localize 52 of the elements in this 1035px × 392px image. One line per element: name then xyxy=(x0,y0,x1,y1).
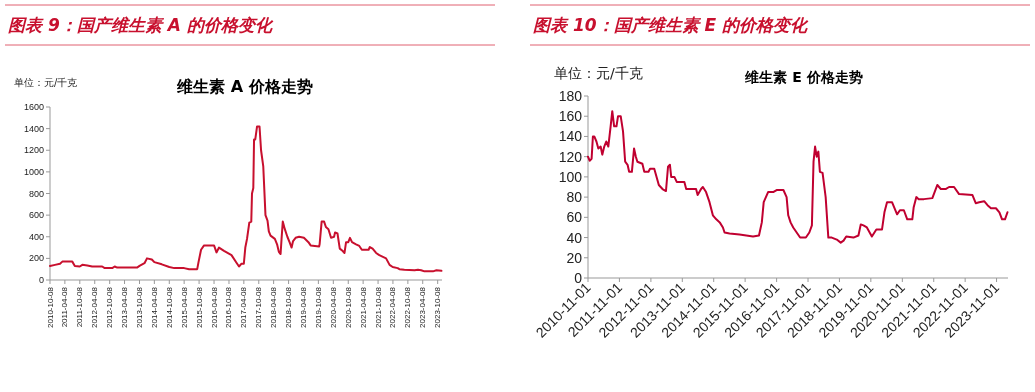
x-tick-label: 2019-04-08 xyxy=(298,286,308,328)
x-tick-label: 2020-04-08 xyxy=(328,286,338,328)
y-tick-label: 800 xyxy=(28,188,44,199)
y-tick-label: 1600 xyxy=(23,102,44,112)
x-tick-label: 2016-10-08 xyxy=(224,286,234,328)
y-axis-title: 单位：元/千克 xyxy=(554,65,643,81)
y-tick-label: 100 xyxy=(558,168,583,185)
chart-subtitle: 维生素 E 价格走势 xyxy=(744,69,863,85)
x-tick-label: 2019-10-08 xyxy=(313,286,323,328)
x-tick-label: 2018-10-08 xyxy=(284,286,294,328)
y-tick-label: 1400 xyxy=(23,123,44,134)
x-tick-label: 2022-10-08 xyxy=(403,286,413,328)
x-tick-label: 2023-04-08 xyxy=(418,286,428,328)
chart-subtitle: 维生素 A 价格走势 xyxy=(176,77,313,96)
y-tick-label: 80 xyxy=(566,189,583,206)
x-tick-label: 2012-10-08 xyxy=(105,286,115,328)
chart-title: 图表 10：国产维生素 E 的价格变化 xyxy=(533,15,810,35)
chart-title: 图表 9：国产维生素 A 的价格变化 xyxy=(8,15,274,35)
x-tick-label: 2010-10-08 xyxy=(45,286,55,328)
x-tick-label: 2012-04-08 xyxy=(90,286,100,328)
x-tick-label: 2017-04-08 xyxy=(239,286,249,328)
y-tick-label: 20 xyxy=(566,249,583,266)
x-tick-label: 2011-10-08 xyxy=(75,286,85,328)
x-tick-label: 2021-04-08 xyxy=(358,286,368,328)
x-tick-label: 2020-10-08 xyxy=(343,286,353,328)
x-tick-label: 2015-04-08 xyxy=(179,286,189,328)
x-tick-label: 2023-10-08 xyxy=(433,286,443,328)
x-tick-label: 2022-04-08 xyxy=(388,286,398,328)
y-tick-label: 600 xyxy=(28,210,44,221)
y-tick-label: 1200 xyxy=(23,145,44,156)
x-tick-label: 2016-04-08 xyxy=(209,286,219,328)
x-tick-label: 2011-04-08 xyxy=(60,286,70,328)
x-tick-label: 2013-04-08 xyxy=(120,286,130,328)
x-tick-label: 2015-10-08 xyxy=(194,286,204,328)
x-tick-label: 2013-10-08 xyxy=(134,286,144,328)
y-axis-title: 单位：元/千克 xyxy=(14,77,78,88)
y-tick-label: 180 xyxy=(558,88,583,104)
y-tick-label: 400 xyxy=(28,231,44,242)
y-tick-label: 160 xyxy=(558,108,583,125)
y-tick-label: 200 xyxy=(28,253,44,264)
x-tick-label: 2017-10-08 xyxy=(254,286,264,328)
y-tick-label: 0 xyxy=(574,270,583,286)
y-tick-label: 1000 xyxy=(23,166,44,177)
x-tick-label: 2018-04-08 xyxy=(269,286,279,328)
y-tick-label: 140 xyxy=(558,128,583,145)
x-tick-label: 2014-10-08 xyxy=(164,286,174,328)
y-tick-label: 120 xyxy=(558,148,583,165)
y-tick-label: 0 xyxy=(38,275,44,285)
y-tick-label: 60 xyxy=(566,209,583,226)
y-tick-label: 40 xyxy=(566,229,583,246)
x-tick-label: 2014-04-08 xyxy=(149,286,159,328)
x-tick-label: 2021-10-08 xyxy=(373,286,383,328)
